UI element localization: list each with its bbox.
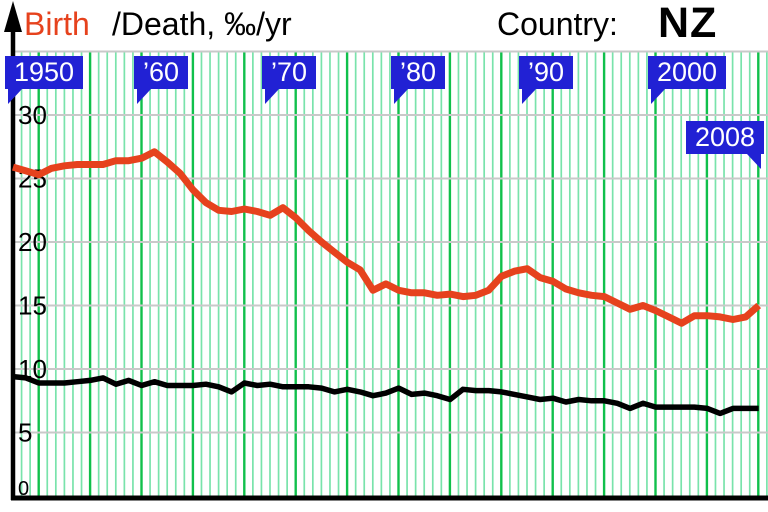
year-tag-1950: 1950 [5, 56, 84, 104]
year-tag-label: 2008 [695, 122, 756, 152]
birth-series-label: Birth [24, 6, 90, 42]
year-tag-2008: 2008 [686, 121, 765, 169]
tag-pointer-icon [522, 89, 536, 104]
y-tick-label: 30 [18, 100, 47, 130]
tag-pointer-icon [137, 89, 151, 104]
country-code-value: NZ [658, 0, 718, 47]
horizontal-gridlines [13, 50, 768, 434]
year-tag-70: ’70 [262, 56, 317, 104]
year-tag-label: ’80 [400, 57, 437, 87]
year-tag-label: 1950 [14, 57, 75, 87]
y-tick-label: 15 [18, 291, 47, 321]
y-tick-label: 0 [18, 478, 29, 500]
y-tick-label: 5 [18, 418, 32, 448]
tag-pointer-icon [8, 89, 22, 104]
year-tag-90: ’90 [519, 56, 574, 104]
tag-pointer-icon [265, 89, 279, 104]
year-tag-label: 2000 [657, 57, 718, 87]
tag-pointer-icon [747, 154, 762, 169]
tag-pointer-icon [651, 89, 665, 104]
year-tag-label: ’60 [143, 57, 180, 87]
birth-rate-line [12, 148, 762, 327]
vertical-gridlines [20, 52, 768, 496]
death-rate-line [12, 373, 759, 417]
year-tag-label: ’90 [528, 57, 565, 87]
y-axis-arrowhead-icon [4, 1, 22, 32]
chart-title-bar: Birth /Death, ‰/yr Country: NZ [0, 0, 768, 52]
year-tag-label: ’70 [271, 57, 308, 87]
year-tag-2000: 2000 [648, 56, 727, 104]
tag-pointer-icon [394, 89, 408, 104]
country-label: Country: [497, 6, 618, 42]
year-tag-60: ’60 [134, 56, 189, 104]
y-tick-label: 20 [18, 227, 47, 257]
death-series-and-units-label: /Death, ‰/yr [112, 6, 292, 42]
year-tag-80: ’80 [391, 56, 446, 104]
